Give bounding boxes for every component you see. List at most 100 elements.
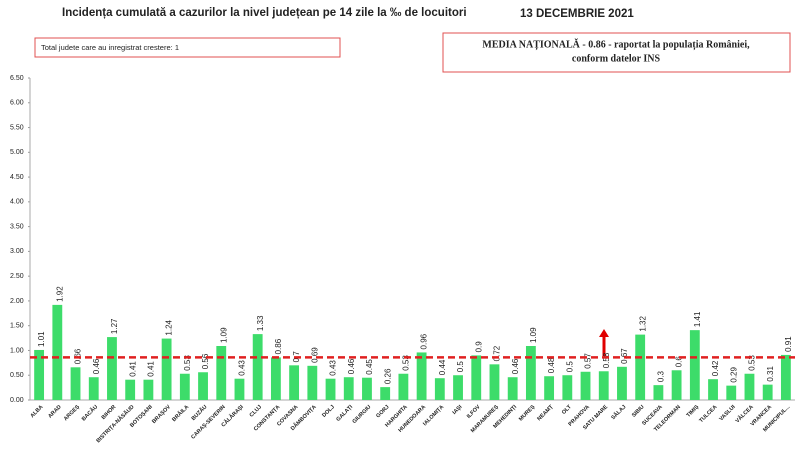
bar <box>580 371 591 400</box>
data-label: 0.41 <box>147 361 156 377</box>
data-label: 0.9 <box>474 341 483 353</box>
bar <box>689 330 700 400</box>
y-tick-label: 0.00 <box>10 397 24 404</box>
y-tick-label: 1.50 <box>10 323 24 330</box>
note-line: conform datelor INS <box>572 53 661 64</box>
bar <box>544 376 555 400</box>
data-label: 0.53 <box>748 355 757 371</box>
bar <box>398 373 409 400</box>
bar <box>416 352 427 400</box>
bar <box>453 375 463 400</box>
bar <box>762 384 773 400</box>
data-label: 1.01 <box>37 331 46 347</box>
bar <box>507 377 518 400</box>
note-box <box>442 32 791 73</box>
y-tick-label: 1.00 <box>10 347 24 354</box>
bar <box>70 367 81 400</box>
y-tick-label: 2.00 <box>10 298 24 305</box>
bar <box>434 378 445 400</box>
data-label: 1.09 <box>529 327 538 343</box>
annotation: Total judete care au inregistrat crester… <box>41 43 179 52</box>
bar <box>307 365 318 400</box>
y-tick-label: 4.50 <box>10 174 24 181</box>
data-label: 0.58 <box>602 352 611 368</box>
bar <box>125 379 136 400</box>
bar <box>671 370 682 400</box>
y-tick-label: 6.00 <box>10 100 24 107</box>
bar <box>234 378 245 400</box>
bar <box>471 355 482 400</box>
bar <box>179 373 190 400</box>
data-label: 0.41 <box>128 361 137 377</box>
bar <box>52 304 63 400</box>
bar <box>289 365 300 400</box>
bar <box>88 377 99 400</box>
data-label: 0.26 <box>383 368 392 384</box>
y-tick-label: 5.00 <box>10 149 24 156</box>
bar <box>598 371 609 400</box>
bar <box>380 387 391 400</box>
data-label: 1.92 <box>55 286 64 302</box>
data-label: 0.5 <box>565 361 574 373</box>
bar <box>107 337 117 400</box>
y-tick-label: 3.50 <box>10 223 24 230</box>
data-label: 0.56 <box>201 353 210 369</box>
data-label: 0.53 <box>402 355 411 371</box>
data-label: 1.27 <box>110 318 119 334</box>
bar <box>34 349 45 400</box>
y-tick-label: 4.00 <box>10 199 24 206</box>
bar <box>780 354 791 400</box>
y-tick-label: 0.50 <box>10 372 24 379</box>
data-label: 0.42 <box>711 360 720 376</box>
data-label: 1.32 <box>638 315 647 331</box>
chart-title: Incidența cumulată a cazurilor la nivel … <box>62 7 467 19</box>
data-label: 0.43 <box>238 360 247 376</box>
bar <box>252 334 263 400</box>
data-label: 0.5 <box>456 361 465 373</box>
bar <box>216 346 227 400</box>
data-label: 0.6 <box>675 356 684 368</box>
y-tick-label: 5.50 <box>10 124 24 131</box>
data-label: 0.69 <box>310 347 319 363</box>
data-label: 0.43 <box>329 360 338 376</box>
bar <box>161 338 172 400</box>
data-label: 0.3 <box>657 370 666 382</box>
data-label: 0.91 <box>784 336 793 352</box>
bar <box>744 373 755 400</box>
data-label: 0.29 <box>729 367 738 383</box>
annotation-box <box>34 37 341 58</box>
bar <box>362 377 372 400</box>
data-label: 1.41 <box>693 311 702 327</box>
data-label: 1.09 <box>219 327 228 343</box>
increase-arrow <box>599 329 609 356</box>
bar <box>726 385 737 400</box>
bar <box>325 378 336 400</box>
chart-date: 13 DECEMBRIE 2021 <box>520 8 634 20</box>
data-label: 0.72 <box>493 345 502 361</box>
bar <box>143 379 154 400</box>
bar <box>617 366 627 400</box>
y-tick-label: 6.50 <box>10 75 24 82</box>
data-label: 0.46 <box>92 358 101 374</box>
bar <box>343 377 354 400</box>
data-label: 0.46 <box>511 358 520 374</box>
y-tick-label: 2.50 <box>10 273 24 280</box>
bar <box>635 334 646 400</box>
data-label: 0.31 <box>766 366 775 382</box>
bar <box>270 357 281 400</box>
data-label: 0.57 <box>584 353 593 369</box>
note-line: MEDIA NAȚIONALĂ - 0.86 - raportat la pop… <box>482 38 750 50</box>
data-label: 0.53 <box>183 355 192 371</box>
data-label: 0.45 <box>365 359 374 375</box>
bar <box>708 379 718 400</box>
data-label: 0.46 <box>347 358 356 374</box>
data-label: 0.67 <box>620 348 629 364</box>
data-label: 0.48 <box>547 357 556 373</box>
bar <box>653 385 664 400</box>
data-label: 0.96 <box>420 333 429 349</box>
bar <box>525 346 536 400</box>
data-label: 1.24 <box>165 319 174 335</box>
data-label: 0.86 <box>274 338 283 354</box>
bar <box>562 375 573 400</box>
